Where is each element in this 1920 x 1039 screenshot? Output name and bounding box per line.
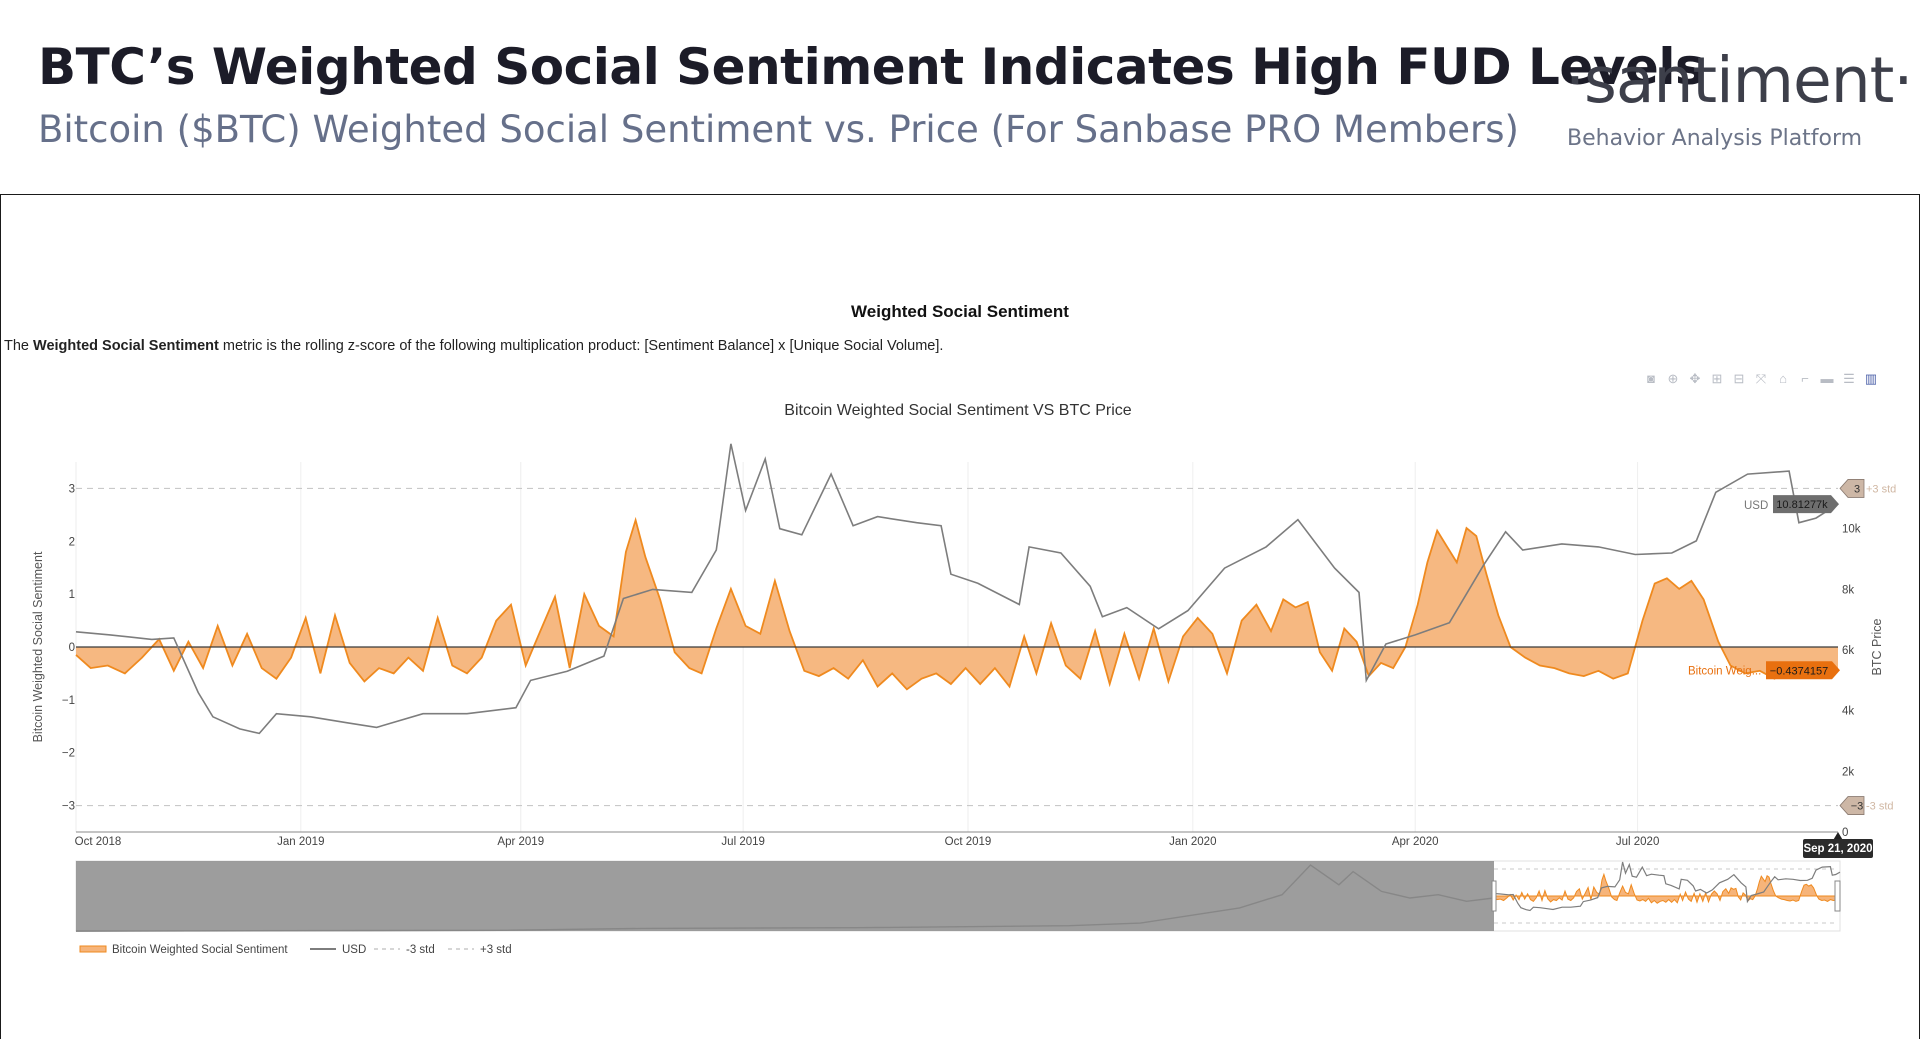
std-tag-label: −3 [1851, 801, 1864, 813]
autoscale-icon[interactable]: ⤧ [1755, 371, 1767, 386]
hover-sentiment-series: Bitcoin Weig... [1688, 665, 1761, 677]
y2-tick-label: 8k [1842, 584, 1854, 596]
x-tick-label: Apr 2019 [497, 836, 544, 848]
hover-closest-icon[interactable]: ▬ [1820, 371, 1834, 386]
y2-tick-label: 2k [1842, 766, 1854, 778]
y2-tick-label: 0 [1842, 827, 1848, 839]
x-tick-label: Jan 2020 [1169, 836, 1216, 848]
y-axis-title: Bitcoin Weighted Social Sentiment [31, 551, 45, 742]
legend-swatch[interactable] [79, 945, 107, 953]
y-tick-label: 1 [69, 589, 75, 601]
santiment-logo: ·santiment· [1565, 44, 1913, 117]
zoom-in-icon[interactable]: ⊞ [1711, 371, 1723, 386]
hover-price-box [1773, 495, 1839, 514]
sentiment-line[interactable] [75, 516, 1839, 691]
x-tick-label: Oct 2019 [945, 836, 992, 848]
desc-rest: metric is the rolling z-score of the fol… [218, 338, 944, 354]
desc-prefix: The [4, 338, 34, 354]
x-tick-label: Jul 2019 [721, 836, 764, 848]
y-tick-label: −3 [62, 801, 75, 813]
camera-icon[interactable]: ◙ [1647, 371, 1655, 386]
hover-sentiment-value: −0.4374157 [1770, 665, 1828, 677]
y-tick-label: 3 [69, 483, 75, 495]
y-tick-label: −1 [62, 695, 75, 707]
mini-price-line [1493, 861, 1841, 912]
range-handle-right[interactable] [1834, 880, 1841, 912]
mini-sentiment-area [1493, 872, 1841, 904]
hover-price-series: USD [1744, 500, 1768, 512]
hover-compare-icon[interactable]: ☰ [1843, 371, 1855, 386]
y2-tick-label: 10k [1842, 524, 1861, 536]
y2-axis-title: BTC Price [1870, 618, 1884, 675]
legend-label: USD [342, 944, 366, 956]
spike-lines-icon[interactable]: ⌐ [1801, 371, 1809, 386]
page-header: BTC’s Weighted Social Sentiment Indicate… [0, 0, 1920, 194]
x-tick-label: Jan 2019 [277, 836, 324, 848]
chart-modebar: ◙ ⊕ ✥ ⊞ ⊟ ⤧ ⌂ ⌐ ▬ ☰ ▥ [1644, 372, 1878, 390]
desc-metric-name: Weighted Social Sentiment [33, 338, 219, 354]
std-tag [1839, 796, 1865, 815]
x-tick-label: Jul 2020 [1616, 836, 1659, 848]
zoom-icon[interactable]: ⊕ [1667, 371, 1679, 386]
chart-title: Bitcoin Weighted Social Sentiment VS BTC… [784, 402, 1132, 419]
page-title: BTC’s Weighted Social Sentiment Indicate… [38, 38, 1705, 96]
y-tick-label: 2 [69, 536, 75, 548]
hover-price-value: 10.81277k [1776, 499, 1828, 511]
section-title: Weighted Social Sentiment [851, 302, 1069, 321]
x-tick-label: Apr 2020 [1392, 836, 1439, 848]
hover-date-box [1803, 839, 1873, 858]
std-label: +3 std [1866, 483, 1896, 495]
std-tag [1839, 479, 1865, 498]
legend-label: -3 std [406, 944, 435, 956]
page-subtitle: Bitcoin ($BTC) Weighted Social Sentiment… [38, 108, 1519, 151]
plotly-logo-icon[interactable]: ▥ [1864, 371, 1878, 386]
range-slider-mask [76, 861, 1494, 931]
price-line[interactable] [75, 443, 1839, 735]
y2-tick-label: 6k [1842, 645, 1854, 657]
reset-axes-icon[interactable]: ⌂ [1779, 371, 1787, 386]
y-tick-label: 0 [69, 642, 75, 654]
hover-date-label: Sep 21, 2020 [1803, 843, 1872, 855]
std-tag-label: 3 [1854, 483, 1860, 495]
std-label: -3 std [1866, 801, 1894, 813]
hover-sentiment-box [1766, 661, 1840, 680]
pan-icon[interactable]: ✥ [1689, 371, 1701, 386]
legend-label: Bitcoin Weighted Social Sentiment [112, 944, 288, 956]
logo-tagline: Behavior Analysis Platform [1567, 126, 1863, 151]
metric-description: The Weighted Social Sentiment metric is … [4, 338, 943, 354]
y2-tick-label: 4k [1842, 706, 1854, 718]
legend-label: +3 std [480, 944, 512, 956]
zoom-out-icon[interactable]: ⊟ [1733, 371, 1745, 386]
x-tick-label: Oct 2018 [75, 836, 122, 848]
range-handle-left[interactable] [1491, 880, 1497, 912]
y-tick-label: −2 [62, 748, 75, 760]
